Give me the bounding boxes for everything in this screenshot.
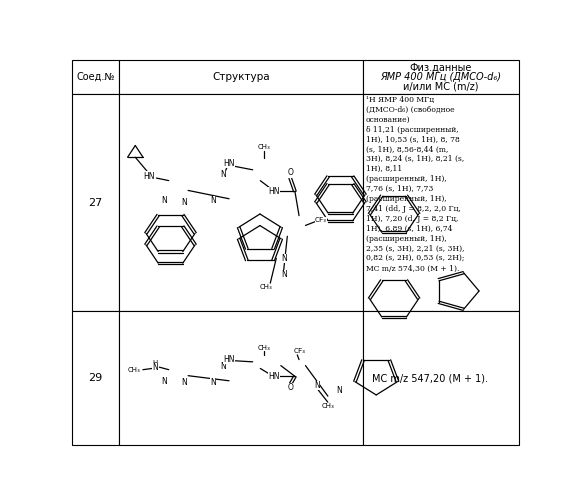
- Text: CF₃: CF₃: [315, 218, 327, 224]
- Text: Соед.№: Соед.№: [76, 72, 115, 82]
- Text: CH₃: CH₃: [259, 284, 272, 290]
- Bar: [363, 60, 519, 94]
- Text: HN: HN: [144, 172, 155, 180]
- Text: HN: HN: [268, 372, 279, 381]
- Text: N: N: [152, 362, 158, 372]
- Bar: [119, 312, 363, 445]
- Bar: [72, 60, 119, 94]
- Text: N: N: [314, 380, 320, 390]
- Text: N: N: [181, 378, 187, 388]
- Text: N: N: [220, 170, 226, 179]
- Bar: [363, 312, 519, 445]
- Bar: [72, 94, 119, 312]
- Text: HN: HN: [268, 187, 279, 196]
- Text: CF₃: CF₃: [294, 348, 306, 354]
- Text: N: N: [282, 270, 287, 280]
- Text: H: H: [152, 360, 158, 366]
- Text: O: O: [287, 168, 293, 177]
- Text: N: N: [210, 196, 216, 205]
- Text: CH₃: CH₃: [127, 366, 140, 372]
- Text: МС m/z 547,20 (М + 1).: МС m/z 547,20 (М + 1).: [372, 373, 488, 383]
- Text: N: N: [181, 198, 187, 207]
- Text: CH₃: CH₃: [258, 144, 271, 150]
- Bar: [119, 94, 363, 312]
- Text: N: N: [161, 377, 167, 386]
- Bar: [363, 94, 519, 312]
- Text: 29: 29: [88, 373, 103, 383]
- Text: N: N: [161, 196, 167, 204]
- Text: и/или МС (m/z): и/или МС (m/z): [403, 81, 479, 91]
- Text: HN: HN: [223, 355, 235, 364]
- Bar: [72, 312, 119, 445]
- Text: N: N: [282, 254, 287, 263]
- Text: O: O: [287, 383, 293, 392]
- Text: N: N: [220, 362, 226, 370]
- Text: CH₃: CH₃: [321, 403, 334, 409]
- Text: HN: HN: [223, 159, 235, 168]
- Bar: [119, 60, 363, 94]
- Text: Структура: Структура: [212, 72, 269, 82]
- Text: CH₃: CH₃: [258, 345, 271, 351]
- Text: 27: 27: [88, 198, 103, 207]
- Text: ¹Н ЯМР 400 МГц
(ДМСО-d₆) (свободное
основание)
δ 11,21 (расширенный,
1Н), 10,53 : ¹Н ЯМР 400 МГц (ДМСО-d₆) (свободное осно…: [366, 96, 464, 272]
- Text: ЯМР 400 МГц (ДМСО-d₆): ЯМР 400 МГц (ДМСО-d₆): [381, 72, 501, 82]
- Text: N: N: [336, 386, 342, 394]
- Text: N: N: [210, 378, 216, 386]
- Text: Физ.данные: Физ.данные: [410, 62, 472, 72]
